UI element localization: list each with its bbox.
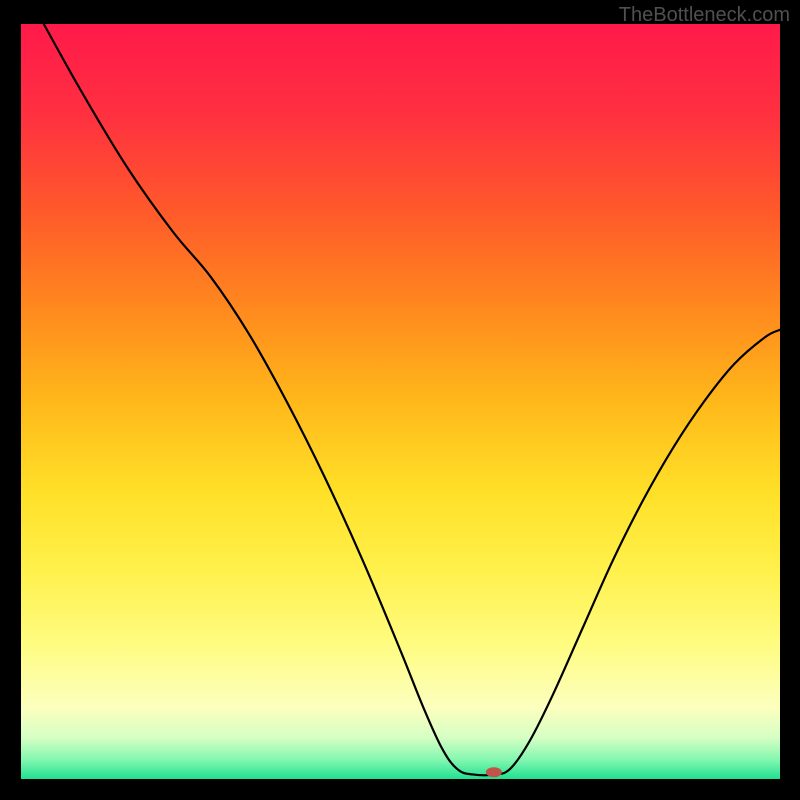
optimal-point-marker xyxy=(486,767,502,777)
chart-container: TheBottleneck.com xyxy=(0,0,800,800)
bottleneck-curve-chart xyxy=(0,0,800,800)
plot-background xyxy=(21,24,780,779)
